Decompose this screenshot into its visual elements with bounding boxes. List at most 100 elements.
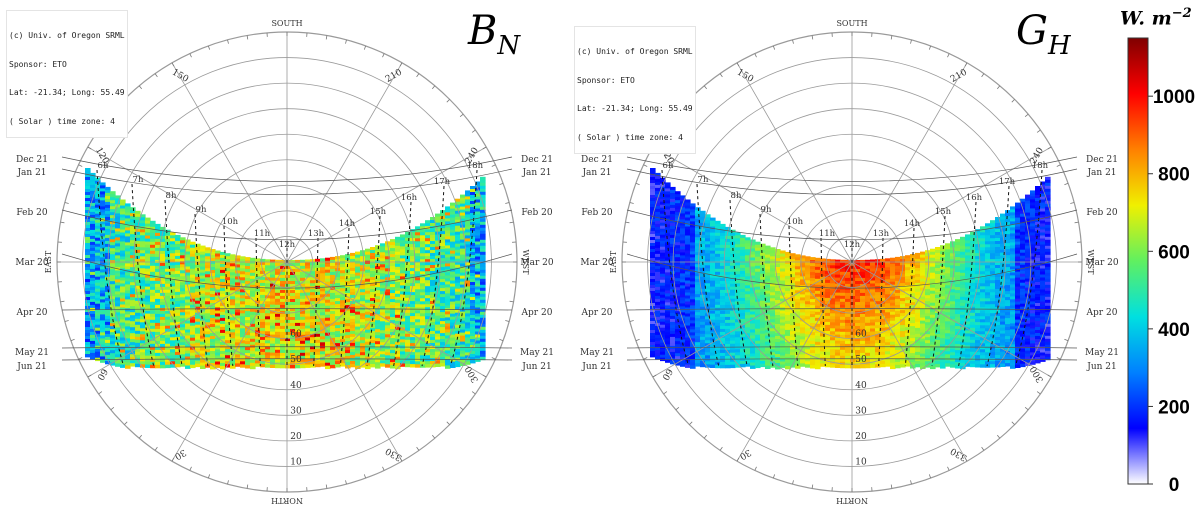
irradiance-cell: [240, 331, 246, 335]
irradiance-cell: [690, 227, 696, 231]
irradiance-cell: [460, 212, 466, 216]
irradiance-cell: [120, 205, 126, 209]
irradiance-cell: [300, 322, 306, 327]
irradiance-cell: [175, 279, 181, 284]
irradiance-cell: [725, 328, 731, 333]
irradiance-cell: [460, 296, 466, 300]
irradiance-cell: [325, 278, 331, 283]
irradiance-cell: [480, 326, 486, 331]
irradiance-cell: [680, 321, 686, 325]
irradiance-cell: [340, 300, 346, 304]
irradiance-cell: [435, 348, 441, 352]
irradiance-cell: [460, 194, 466, 198]
irradiance-cell: [190, 286, 196, 291]
irradiance-cell: [100, 221, 106, 225]
irradiance-cell: [240, 364, 246, 368]
irradiance-cell: [420, 286, 426, 290]
irradiance-cell: [700, 255, 706, 260]
irradiance-cell: [650, 252, 656, 256]
irradiance-cell: [175, 273, 181, 278]
irradiance-cell: [680, 207, 686, 211]
irradiance-cell: [190, 310, 196, 315]
irradiance-cell: [665, 293, 671, 297]
irradiance-cell: [725, 268, 731, 273]
irradiance-cell: [650, 189, 656, 193]
irradiance-cell: [165, 337, 171, 342]
irradiance-cell: [460, 329, 466, 333]
irradiance-cell: [720, 295, 726, 300]
irradiance-cell: [695, 363, 701, 367]
irradiance-cell: [710, 301, 716, 305]
irradiance-cell: [140, 247, 146, 251]
irradiance-cell: [760, 357, 766, 362]
irradiance-cell: [335, 298, 341, 302]
irradiance-cell: [85, 309, 91, 313]
irradiance-cell: [750, 254, 756, 258]
irradiance-cell: [720, 259, 726, 264]
irradiance-cell: [710, 328, 716, 332]
irradiance-cell: [170, 235, 176, 239]
irradiance-cell: [405, 342, 411, 347]
irradiance-cell: [245, 299, 251, 303]
outer-tick: [382, 466, 385, 471]
azimuth-label: 150: [170, 68, 190, 85]
irradiance-cell: [370, 325, 376, 329]
irradiance-cell: [385, 358, 391, 362]
irradiance-cell: [470, 249, 476, 253]
irradiance-cell: [150, 286, 156, 291]
irradiance-cell: [695, 264, 701, 268]
irradiance-cell: [320, 348, 326, 352]
irradiance-cell: [245, 263, 251, 267]
irradiance-cell: [160, 238, 166, 243]
irradiance-cell: [430, 361, 436, 365]
hour-label: 11h: [254, 229, 271, 239]
irradiance-cell: [650, 234, 656, 238]
irradiance-cell: [210, 366, 216, 370]
irradiance-cell: [95, 282, 101, 287]
irradiance-cell: [250, 269, 256, 274]
irradiance-cell: [730, 268, 736, 273]
irradiance-cell: [130, 360, 136, 364]
irradiance-cell: [705, 337, 711, 341]
outer-tick: [138, 85, 143, 90]
irradiance-cell: [705, 235, 711, 239]
irradiance-cell: [715, 262, 721, 267]
irradiance-cell: [255, 324, 261, 328]
irradiance-cell: [420, 304, 426, 308]
irradiance-cell: [340, 363, 346, 367]
irradiance-cell: [710, 232, 716, 236]
irradiance-cell: [280, 292, 286, 297]
irradiance-cell: [105, 189, 111, 194]
irradiance-cell: [100, 257, 106, 261]
irradiance-cell: [440, 279, 446, 283]
irradiance-cell: [650, 333, 656, 337]
irradiance-cell: [700, 363, 706, 368]
irradiance-cell: [475, 340, 481, 344]
irradiance-cell: [690, 305, 696, 309]
irradiance-cell: [660, 267, 666, 272]
irradiance-cell: [675, 278, 681, 282]
irradiance-cell: [145, 229, 151, 233]
irradiance-cell: [345, 326, 351, 330]
irradiance-cell: [85, 294, 91, 298]
irradiance-cell: [730, 331, 736, 336]
irradiance-cell: [180, 342, 186, 346]
irradiance-cell: [470, 252, 476, 256]
irradiance-cell: [100, 347, 106, 351]
irradiance-cell: [245, 320, 251, 324]
irradiance-cell: [460, 236, 466, 240]
irradiance-cell: [90, 343, 96, 348]
irradiance-cell: [755, 256, 761, 261]
irradiance-cell: [340, 264, 346, 268]
irradiance-cell: [770, 247, 776, 251]
irradiance-cell: [115, 330, 121, 334]
irradiance-cell: [415, 298, 421, 302]
irradiance-cell: [405, 315, 411, 320]
irradiance-cell: [170, 265, 176, 269]
irradiance-cell: [410, 265, 416, 269]
irradiance-cell: [430, 232, 436, 236]
irradiance-cell: [760, 246, 766, 251]
irradiance-cell: [400, 243, 406, 247]
irradiance-cell: [760, 324, 766, 329]
